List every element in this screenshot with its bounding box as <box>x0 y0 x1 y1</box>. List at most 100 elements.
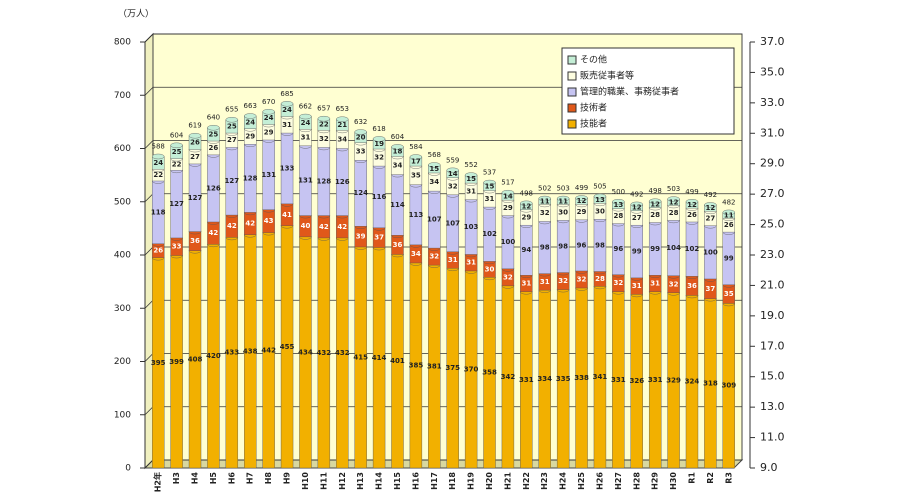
data-label: 26 <box>724 221 734 229</box>
total-label: 492 <box>630 190 643 198</box>
data-label: 28 <box>613 212 623 220</box>
data-label: 131 <box>298 177 313 185</box>
data-label: 15 <box>485 183 495 191</box>
x-tick-label: H21 <box>503 472 512 490</box>
data-label: 113 <box>409 211 424 219</box>
data-label: 395 <box>151 359 166 367</box>
data-label: 31 <box>466 187 476 195</box>
data-label: 14 <box>503 192 513 200</box>
data-label: 15 <box>466 175 476 183</box>
total-label: 604 <box>391 133 405 141</box>
data-label: 331 <box>611 376 626 384</box>
x-tick-label: H6 <box>227 472 236 485</box>
x-tick-label: H10 <box>301 472 310 490</box>
data-label: 127 <box>188 194 203 202</box>
x-tick-label: H8 <box>264 472 273 485</box>
total-label: 663 <box>244 102 257 110</box>
total-label: 640 <box>207 114 220 122</box>
data-label: 37 <box>706 285 716 293</box>
data-label: 26 <box>209 144 219 152</box>
data-label: 27 <box>227 136 237 144</box>
data-label: 102 <box>685 245 700 253</box>
data-label: 32 <box>577 275 587 283</box>
data-label: 114 <box>390 201 405 209</box>
data-label: 127 <box>169 200 184 208</box>
data-label: 455 <box>280 343 295 351</box>
segment-rim <box>244 113 257 119</box>
total-label: 619 <box>188 122 201 130</box>
data-label: 103 <box>464 223 479 231</box>
segment-rim <box>556 195 570 202</box>
data-label: 24 <box>153 159 163 167</box>
data-label: 432 <box>335 349 350 357</box>
data-label: 31 <box>650 279 660 287</box>
segment-rim <box>593 193 607 200</box>
data-label: 27 <box>190 153 200 161</box>
data-label: 39 <box>356 233 366 241</box>
total-label: 499 <box>685 188 698 196</box>
x-tick-label: H23 <box>540 472 549 490</box>
segment-rim <box>188 133 202 139</box>
segment-rim <box>225 117 239 123</box>
total-label: 670 <box>262 98 275 106</box>
data-label: 420 <box>206 352 221 360</box>
segment-rim <box>538 195 551 202</box>
x-tick-label: H14 <box>375 472 384 490</box>
data-label: 31 <box>301 134 311 142</box>
legend-label: その他 <box>580 54 607 66</box>
segment-rim <box>280 101 294 107</box>
data-label: 104 <box>666 244 681 252</box>
y-tick-label: 600 <box>114 144 131 154</box>
data-label: 98 <box>558 242 568 250</box>
total-label: 552 <box>464 161 477 169</box>
data-label: 34 <box>337 135 347 143</box>
total-label: 653 <box>336 105 349 113</box>
data-label: 342 <box>501 373 516 381</box>
data-label: 32 <box>448 182 458 190</box>
data-label: 331 <box>519 376 534 384</box>
total-label: 685 <box>280 90 293 98</box>
segment-rim <box>336 116 349 122</box>
total-label: 662 <box>299 103 312 111</box>
data-label: 31 <box>485 195 495 203</box>
x-tick-label: H22 <box>522 472 531 490</box>
x-tick-label: H2年 <box>153 472 163 492</box>
data-label: 100 <box>501 238 516 246</box>
data-label: 32 <box>374 154 384 162</box>
data-label: 32 <box>429 253 439 261</box>
segment-rim <box>483 179 496 186</box>
segment-rim <box>612 199 625 205</box>
total-label: 657 <box>317 105 330 113</box>
segment-rim <box>262 109 275 115</box>
total-label: 502 <box>538 185 551 193</box>
x-tick-label: R1 <box>687 472 696 484</box>
data-label: 118 <box>151 208 166 216</box>
data-label: 42 <box>245 220 255 228</box>
x-tick-label: H17 <box>430 472 439 490</box>
data-label: 98 <box>595 241 605 249</box>
segment-rim <box>722 209 735 216</box>
data-label: 34 <box>429 178 439 186</box>
data-label: 415 <box>353 354 368 362</box>
total-label: 537 <box>483 169 496 177</box>
data-label: 28 <box>650 211 660 219</box>
y-tick-label: 0 <box>125 464 131 474</box>
legend-swatch <box>567 87 577 97</box>
data-label: 381 <box>427 363 442 371</box>
data-label: 326 <box>629 377 644 385</box>
data-label: 434 <box>298 348 313 356</box>
y2-tick-label: 33.0 <box>760 96 785 109</box>
data-label: 25 <box>209 130 219 138</box>
y2-tick-label: 35.0 <box>760 65 785 78</box>
segment-rim <box>428 162 441 168</box>
legend-label: 管理的職業、事務従事者 <box>580 86 679 98</box>
data-label: 27 <box>632 214 642 222</box>
data-label: 29 <box>577 208 587 216</box>
total-label: 632 <box>354 118 367 126</box>
x-tick-label: H27 <box>614 472 623 490</box>
data-label: 31 <box>448 256 458 264</box>
data-label: 11 <box>724 211 734 219</box>
segment-rim <box>446 167 459 174</box>
data-label: 37 <box>374 234 384 242</box>
